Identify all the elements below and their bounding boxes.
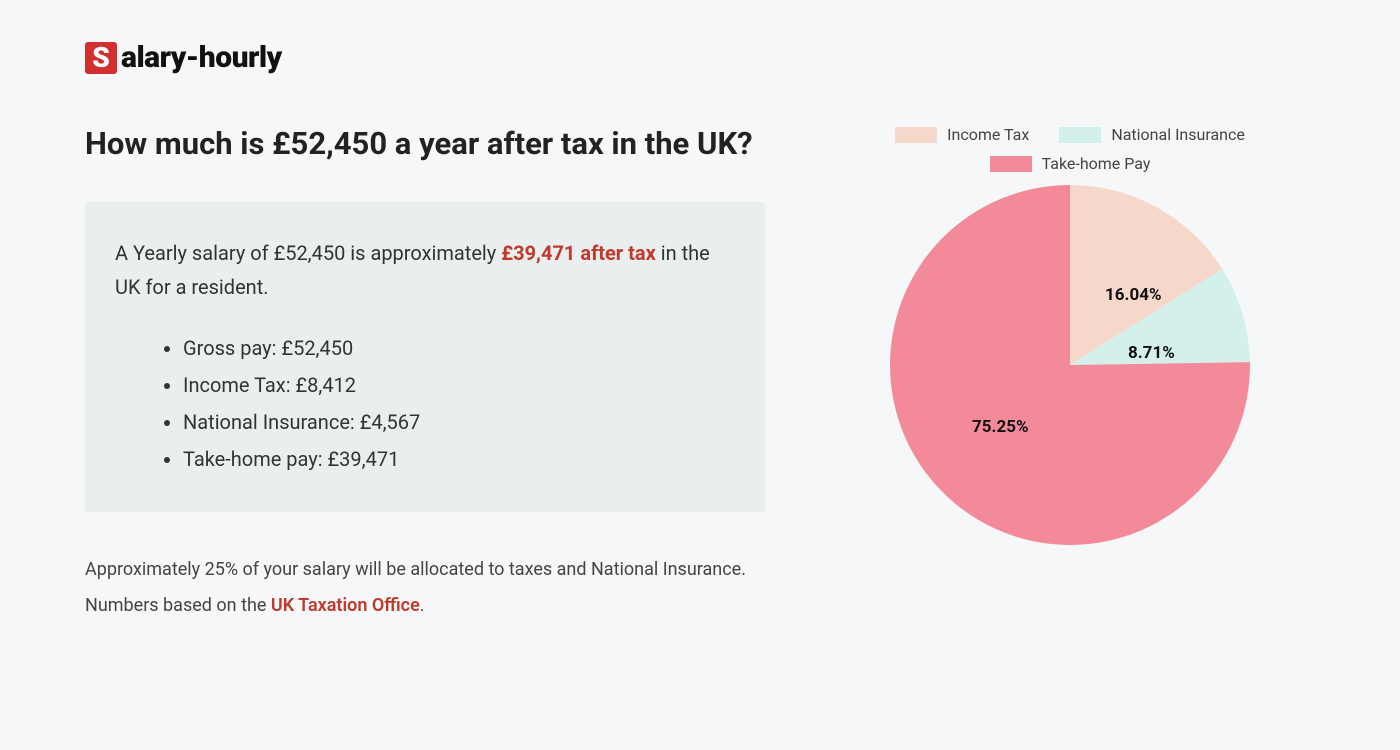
pie-label-income-tax: 16.04%: [1105, 285, 1162, 305]
legend-income-tax: Income Tax: [895, 125, 1029, 144]
breakdown-gross: Gross pay: £52,450: [183, 330, 735, 367]
summary-box: A Yearly salary of £52,450 is approximat…: [85, 202, 765, 512]
summary-sentence: A Yearly salary of £52,450 is approximat…: [115, 236, 735, 304]
breakdown-take-home: Take-home pay: £39,471: [183, 441, 735, 478]
summary-highlight: £39,471 after tax: [501, 241, 656, 265]
breakdown-income-tax: Income Tax: £8,412: [183, 367, 735, 404]
pie-label-ni: 8.71%: [1128, 343, 1175, 363]
legend-label-ni: National Insurance: [1111, 125, 1245, 144]
pie-legend: Income Tax National Insurance Take-home …: [860, 125, 1280, 173]
footer-note: Approximately 25% of your salary will be…: [85, 552, 765, 624]
breakdown-list: Gross pay: £52,450 Income Tax: £8,412 Na…: [115, 330, 735, 478]
legend-take-home: Take-home Pay: [990, 154, 1151, 173]
logo-text: alary-hourly: [121, 40, 282, 75]
pie-label-take-home: 75.25%: [972, 417, 1029, 437]
breakdown-ni: National Insurance: £4,567: [183, 404, 735, 441]
pie-chart: 16.04% 8.71% 75.25%: [890, 185, 1250, 549]
swatch-income-tax: [895, 127, 937, 143]
footer-line2-prefix: Numbers based on the: [85, 595, 271, 616]
footer-line1: Approximately 25% of your salary will be…: [85, 559, 746, 580]
summary-prefix: A Yearly salary of £52,450 is approximat…: [115, 241, 501, 265]
swatch-take-home: [990, 156, 1032, 172]
legend-ni: National Insurance: [1059, 125, 1245, 144]
legend-label-take-home: Take-home Pay: [1042, 154, 1151, 173]
footer-line2-suffix: .: [420, 595, 425, 616]
logo-s-icon: S: [85, 42, 117, 74]
legend-label-income-tax: Income Tax: [947, 125, 1029, 144]
uk-taxation-link[interactable]: UK Taxation Office: [271, 595, 420, 616]
pie-svg: [890, 185, 1250, 545]
swatch-ni: [1059, 127, 1101, 143]
site-logo: S alary-hourly: [85, 40, 1315, 75]
page-title: How much is £52,450 a year after tax in …: [85, 125, 765, 162]
